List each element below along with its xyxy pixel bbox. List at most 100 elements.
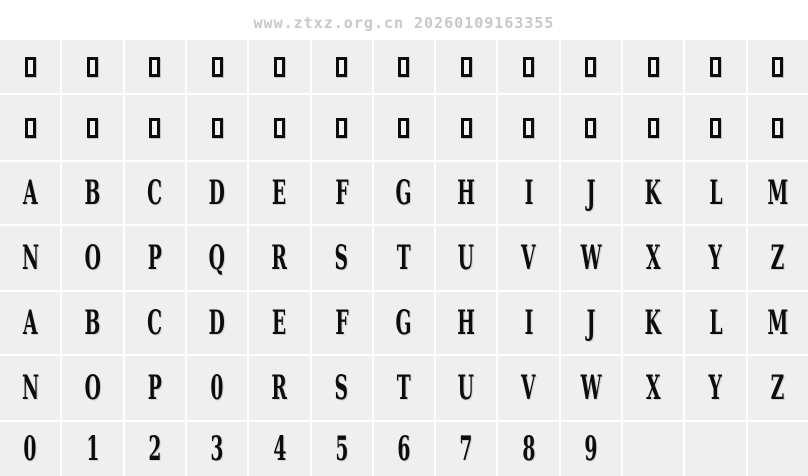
glyph-char: E	[272, 303, 287, 343]
glyph-cell-uppercase-a-m-2: C	[124, 162, 185, 224]
glyph-char: T	[397, 368, 411, 408]
missing-glyph-cell	[124, 95, 185, 160]
glyph-char: T	[397, 238, 411, 278]
glyph-char: Z	[771, 368, 785, 408]
missing-glyph-box	[86, 117, 98, 138]
glyph-char: H	[457, 173, 476, 213]
missing-glyph-box	[647, 56, 659, 77]
missing-glyph-cell	[249, 95, 310, 160]
glyph-char: B	[84, 173, 101, 213]
glyph-char: 4	[272, 429, 286, 469]
glyph-cell-uppercase-a-m-6: G	[373, 162, 435, 224]
missing-glyph-box	[86, 56, 98, 77]
glyph-cell-lowercase-n-z-11: Y	[685, 356, 746, 420]
glyph-char: I	[524, 303, 533, 343]
glyph-char: R	[271, 368, 288, 408]
missing-glyph-cell	[623, 40, 684, 93]
glyph-cell-lowercase-a-m-10: K	[623, 292, 684, 354]
missing-glyph-box	[273, 117, 285, 138]
missing-glyph-cell	[311, 95, 372, 160]
missing-glyph-box	[24, 117, 36, 138]
glyph-char: D	[208, 303, 226, 343]
glyph-char: C	[147, 303, 163, 343]
missing-glyph-box	[460, 56, 472, 77]
glyph-cell-uppercase-n-z-3: Q	[186, 226, 248, 290]
glyph-char: 3	[210, 429, 224, 469]
glyph-char: N	[21, 238, 39, 278]
glyph-cell-lowercase-n-z-0: N	[0, 356, 61, 420]
missing-glyph-cell	[186, 40, 248, 93]
empty-cell	[623, 422, 684, 476]
glyph-cell-lowercase-a-m-12: M	[747, 292, 808, 354]
glyph-char: O	[84, 238, 101, 278]
glyph-cell-lowercase-a-m-5: F	[311, 292, 372, 354]
glyph-cell-digits-2: 2	[124, 422, 185, 476]
glyph-cell-uppercase-n-z-6: T	[373, 226, 435, 290]
glyph-cell-lowercase-a-m-3: D	[186, 292, 248, 354]
glyph-char: K	[645, 303, 662, 343]
glyph-char: A	[22, 303, 38, 343]
missing-glyph-box	[336, 117, 348, 138]
glyph-cell-digits-9: 9	[560, 422, 622, 476]
glyph-cell-lowercase-a-m-9: J	[560, 292, 622, 354]
glyph-char: S	[334, 238, 349, 278]
glyph-cell-digits-0: 0	[0, 422, 61, 476]
missing-glyph-box	[585, 117, 597, 138]
missing-glyph-cell	[311, 40, 372, 93]
missing-glyph-cell	[186, 95, 248, 160]
glyph-cell-lowercase-n-z-4: R	[249, 356, 310, 420]
missing-glyph-cell	[62, 95, 123, 160]
glyph-char: G	[396, 303, 412, 343]
missing-glyph-cell	[0, 95, 61, 160]
glyph-char: 1	[85, 429, 99, 469]
glyph-char: Q	[208, 238, 226, 278]
glyph-cell-uppercase-a-m-12: M	[747, 162, 808, 224]
missing-glyph-cell	[747, 95, 808, 160]
glyph-cell-uppercase-a-m-5: F	[311, 162, 372, 224]
glyph-cell-lowercase-a-m-2: C	[124, 292, 185, 354]
glyph-cell-uppercase-a-m-3: D	[186, 162, 248, 224]
missing-glyph-box	[149, 56, 161, 77]
glyph-char: 0	[210, 368, 224, 408]
glyph-cell-lowercase-a-m-4: E	[249, 292, 310, 354]
glyph-cell-lowercase-n-z-5: S	[311, 356, 372, 420]
missing-glyph-cell	[560, 95, 622, 160]
glyph-char: 2	[148, 429, 162, 469]
glyph-cell-lowercase-n-z-2: P	[124, 356, 185, 420]
glyph-char: I	[524, 173, 533, 213]
glyph-char: Y	[708, 368, 723, 408]
glyph-cell-lowercase-n-z-3: 0	[186, 356, 248, 420]
glyph-cell-lowercase-n-z-7: U	[436, 356, 497, 420]
missing-glyph-cell	[249, 40, 310, 93]
glyph-char: V	[521, 368, 536, 408]
glyph-char: E	[272, 173, 287, 213]
glyph-char: B	[84, 303, 101, 343]
glyph-char: J	[586, 173, 596, 213]
missing-glyph-box	[523, 117, 535, 138]
glyph-cell-digits-5: 5	[311, 422, 372, 476]
glyph-cell-lowercase-a-m-11: L	[685, 292, 746, 354]
glyph-cell-uppercase-n-z-8: V	[498, 226, 559, 290]
glyph-char: L	[708, 303, 723, 343]
glyph-cell-lowercase-n-z-9: W	[560, 356, 622, 420]
glyph-cell-digits-7: 7	[436, 422, 497, 476]
glyph-cell-digits-6: 6	[373, 422, 435, 476]
glyph-cell-digits-4: 4	[249, 422, 310, 476]
glyph-char: F	[335, 303, 349, 343]
missing-glyph-box	[336, 56, 348, 77]
glyph-char: H	[457, 303, 476, 343]
missing-glyph-box	[647, 117, 659, 138]
glyph-char: U	[458, 368, 475, 408]
glyph-cell-lowercase-a-m-8: I	[498, 292, 559, 354]
glyph-cell-uppercase-n-z-12: Z	[747, 226, 808, 290]
glyph-char: D	[208, 173, 226, 213]
glyph-char: 0	[23, 429, 37, 469]
missing-glyph-box	[211, 56, 223, 77]
glyph-cell-uppercase-n-z-0: N	[0, 226, 61, 290]
glyph-char: F	[335, 173, 349, 213]
missing-glyph-cell	[62, 40, 123, 93]
glyph-char: G	[396, 173, 412, 213]
glyph-cell-lowercase-a-m-7: H	[436, 292, 497, 354]
missing-glyph-box	[585, 56, 597, 77]
glyph-cell-uppercase-a-m-9: J	[560, 162, 622, 224]
